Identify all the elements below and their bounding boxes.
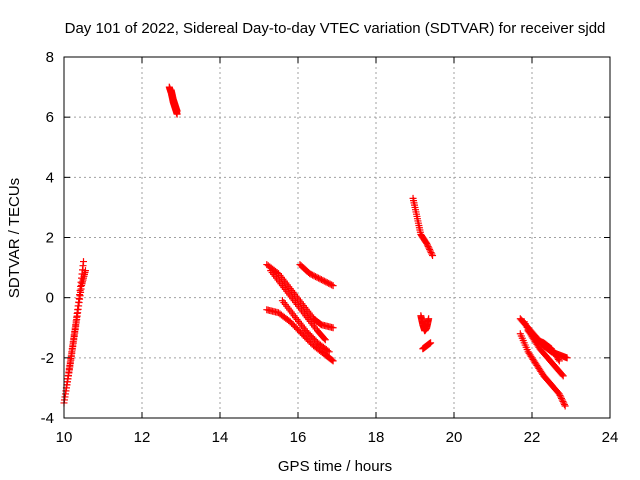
data-point [425, 244, 433, 252]
data-point [81, 267, 89, 275]
data-point [320, 335, 328, 343]
x-tick-label: 20 [446, 429, 463, 446]
data-point [329, 324, 337, 332]
plot-frame [63, 56, 611, 419]
x-tick-label: 22 [524, 429, 541, 446]
data-point [561, 402, 569, 410]
y-tick-label: 6 [46, 109, 54, 126]
data-point [429, 252, 437, 260]
y-tick-label: 2 [46, 230, 54, 247]
data-point [428, 250, 436, 258]
data-point [425, 315, 433, 323]
x-axis-label: GPS time / hours [278, 458, 392, 475]
series-arc-7 [263, 306, 337, 365]
series-arc-11 [417, 312, 433, 335]
series-arc-9 [296, 261, 337, 290]
x-tick-label: 12 [134, 429, 151, 446]
data-point [558, 371, 566, 379]
series-arc-12 [419, 339, 435, 353]
data-point [328, 281, 336, 289]
series-arc-6 [267, 267, 329, 344]
series-arc-8 [278, 297, 333, 356]
data-point [321, 336, 329, 344]
data-point [563, 354, 571, 362]
data-point [427, 249, 435, 257]
y-tick-label: 0 [46, 290, 54, 307]
data-point [560, 400, 568, 408]
y-axis-label: SDTVAR / TECUs [6, 178, 23, 298]
data-point [557, 393, 565, 401]
data-point [558, 396, 566, 404]
data-point [554, 355, 562, 363]
data-point [424, 243, 432, 251]
x-tick-label: 16 [290, 429, 307, 446]
data-point [560, 399, 568, 407]
x-tick-label: 18 [368, 429, 385, 446]
x-tick-label: 10 [56, 429, 73, 446]
series-arc-10 [409, 194, 437, 260]
data-point [559, 372, 567, 380]
y-tick-label: 8 [46, 49, 54, 66]
chart-title: Day 101 of 2022, Sidereal Day-to-day VTE… [65, 20, 606, 37]
data-point [325, 348, 333, 356]
data-point [426, 246, 434, 254]
data-point [423, 241, 431, 249]
data-point [329, 282, 337, 290]
data-point [556, 391, 564, 399]
data-point [555, 357, 563, 365]
x-tick-label: 14 [212, 429, 229, 446]
data-point [427, 339, 435, 347]
data-point [559, 397, 567, 405]
x-tick-label: 24 [602, 429, 619, 446]
y-tick-label: -4 [41, 410, 54, 427]
data-point [324, 347, 332, 355]
data-point [423, 240, 431, 248]
series-arc-14 [516, 330, 569, 410]
data-point [80, 258, 87, 266]
series-arc-2 [62, 267, 89, 395]
data-point [557, 394, 565, 402]
series-arc-16 [524, 327, 563, 365]
data-point [426, 247, 434, 255]
y-tick-label: 4 [46, 169, 54, 186]
data-point [173, 107, 181, 115]
data-point [328, 356, 336, 364]
grid [64, 57, 610, 418]
series-arc-4 [167, 86, 181, 115]
data-points [60, 83, 571, 410]
y-tick-label: -2 [41, 350, 54, 367]
data-point [555, 390, 563, 398]
data-point [329, 357, 337, 365]
